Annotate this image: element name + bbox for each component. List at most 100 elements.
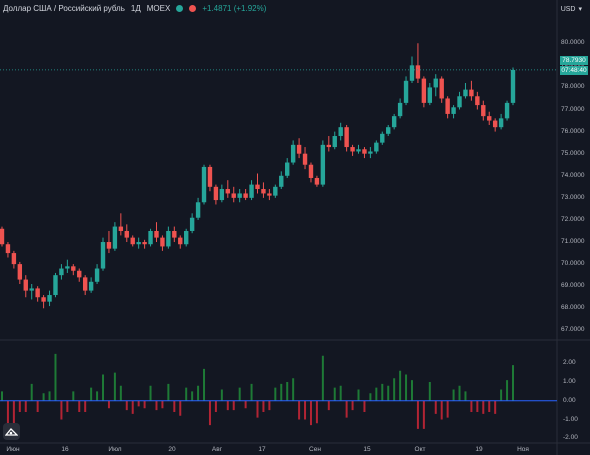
volume-bar [226, 400, 229, 411]
candle-body [314, 177, 320, 185]
candle-body [290, 144, 296, 163]
candle-body [201, 166, 207, 203]
candle-body [225, 189, 230, 194]
volume-bar [173, 400, 176, 412]
candle-body [386, 127, 391, 134]
volume-bar [185, 387, 188, 401]
volume-bar [208, 400, 211, 426]
volume-bar [30, 383, 33, 401]
symbol-title[interactable]: Доллар США / Российский рубль [3, 4, 125, 13]
candle-body [219, 189, 225, 201]
candle-body [5, 244, 11, 254]
currency-label[interactable]: USD ▾ [561, 5, 582, 14]
price-tick-label: 71.0000 [561, 238, 585, 246]
candle-body [356, 149, 361, 152]
candle-body [273, 186, 278, 196]
volume-bar [42, 393, 45, 401]
candle-body [374, 142, 379, 152]
candle-body [510, 69, 516, 103]
candle-body [451, 107, 456, 114]
volume-bar [399, 370, 402, 401]
candle-body [320, 144, 326, 185]
volume-bar [179, 400, 182, 416]
volume-bar [203, 368, 206, 401]
candle-body [77, 270, 82, 278]
volume-bar [244, 400, 247, 409]
volume-bar [452, 389, 455, 401]
volume-bar [506, 380, 509, 401]
candle-body [344, 127, 349, 148]
candle-body [255, 184, 260, 190]
time-tick-label: Ноя [517, 446, 529, 453]
candle-body [100, 242, 106, 269]
candle-body [142, 242, 147, 245]
volume-bar [12, 400, 15, 424]
candle-body [231, 193, 236, 198]
volume-bar [494, 400, 497, 414]
volume-bar [18, 400, 21, 412]
volume-bar [113, 372, 116, 401]
candle-body [403, 80, 409, 103]
candle-body [362, 149, 367, 154]
candle-body [17, 264, 23, 280]
tradingview-logo-icon[interactable] [3, 423, 20, 440]
time-tick-label: 19 [475, 446, 483, 453]
candle-body [172, 230, 177, 238]
status-dot-icon [189, 5, 197, 12]
time-tick-label: Авг [211, 446, 223, 453]
candle-body [433, 78, 438, 88]
volume-bar [119, 385, 122, 401]
volume-bar [458, 385, 461, 401]
time-tick-label: Июн [6, 446, 20, 453]
volume-bar [369, 393, 372, 401]
candle-body [41, 297, 46, 302]
volume-bar [476, 400, 479, 412]
candle-body [23, 279, 28, 291]
volume-bar [512, 365, 514, 401]
candle-body [469, 89, 474, 97]
candle-body [338, 127, 343, 137]
volume-bar [60, 400, 63, 420]
candle-body [65, 266, 70, 269]
time-tick-label: 20 [168, 446, 176, 453]
candle-body [427, 87, 433, 103]
volume-bar [381, 383, 384, 401]
volume-bar [464, 391, 467, 401]
candle-body [332, 136, 337, 148]
volume-bar [232, 400, 235, 411]
candle-body [504, 102, 510, 119]
candle-body [296, 144, 302, 154]
interval-label[interactable]: 1Д [130, 4, 141, 13]
candle-body [59, 268, 64, 276]
volume-bar [84, 400, 87, 412]
candle-body [189, 217, 195, 231]
volume-bar [102, 374, 105, 401]
volume-bar [339, 385, 342, 401]
volume-bar [96, 391, 99, 401]
candle-body [475, 96, 480, 106]
candle-body [481, 105, 486, 117]
candle-body [118, 226, 124, 231]
chart-header: Доллар США / Российский рубль 1Д MOEX +1… [3, 4, 266, 13]
candle-body [397, 102, 403, 117]
volume-bar [482, 400, 485, 414]
volume-bar [446, 400, 449, 418]
candle-body [463, 89, 468, 97]
volume-bar [405, 374, 408, 401]
volume-bar [220, 389, 223, 401]
volume-bar [78, 400, 81, 412]
volume-bar [321, 355, 324, 401]
candle-body [88, 281, 94, 291]
candle-body [498, 118, 504, 128]
volume-bar [268, 400, 271, 411]
candle-body [106, 242, 112, 249]
volume-bar [345, 400, 348, 418]
candle-body [326, 144, 332, 148]
volume-bar [107, 400, 110, 409]
volume-bar [393, 378, 396, 401]
candle-body [267, 193, 272, 196]
volume-tick-label: 0.00 [563, 396, 576, 404]
candle-body [160, 237, 165, 247]
candle-body [183, 230, 189, 245]
